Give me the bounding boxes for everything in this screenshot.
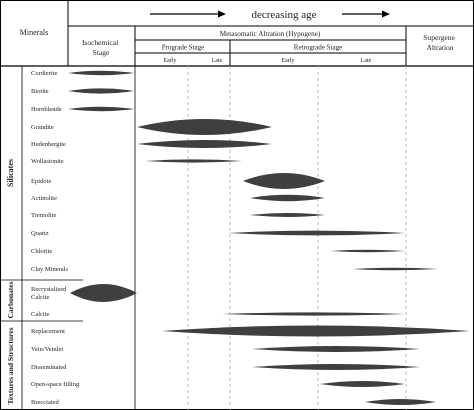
range-bar <box>145 159 242 163</box>
range-bar <box>320 381 405 387</box>
age-arrow-left-head <box>218 10 226 18</box>
range-bar <box>352 267 438 271</box>
row-label: Tremolite <box>31 212 57 219</box>
range-bar <box>137 119 272 135</box>
retrograde-early: Early <box>282 58 295 64</box>
range-bar <box>137 140 272 148</box>
range-bar <box>68 88 134 94</box>
prograde-late: Late <box>212 58 223 64</box>
row-label: Hornblende <box>31 106 62 113</box>
row-label: Quartz <box>31 230 49 237</box>
row-label: Cordierite <box>31 70 57 77</box>
row-label: Recrystalized Calcite <box>31 286 67 301</box>
row-label: Disseminated <box>31 364 67 371</box>
row-label: Calcite <box>31 311 50 318</box>
supergene-header: Supergene Altration <box>423 33 456 52</box>
isochemical-header: Isochemical Stage <box>82 38 120 57</box>
range-bar <box>68 106 134 112</box>
group-silicates: Silicates <box>6 159 15 187</box>
row-label: Epidote <box>31 178 51 185</box>
group-carbonates: Carbonates <box>6 281 15 318</box>
age-arrow-right-head <box>382 10 390 18</box>
range-bar <box>250 194 325 202</box>
row-label: Clay Minerals <box>31 266 68 273</box>
retrograde-late: Late <box>361 58 372 64</box>
range-bar <box>330 249 405 253</box>
range-bar <box>222 312 405 316</box>
row-label: Grandite <box>31 124 54 131</box>
row-label: Open-space filling <box>31 381 80 388</box>
age-label: decreasing age <box>251 9 316 21</box>
row-label: Brecciated <box>31 399 60 406</box>
row-label: Actinolite <box>31 195 57 202</box>
prograde-header: Prograde Stage <box>162 44 205 52</box>
row-label: Chlorite <box>31 248 52 255</box>
range-bar <box>365 399 436 405</box>
mineral-rows: Cordierite Biotite Hornblende Grandite Heden… <box>31 70 470 406</box>
row-label: Replacement <box>31 328 65 335</box>
range-bar <box>70 284 137 302</box>
range-bar <box>252 364 420 370</box>
row-label: Wollastonite <box>31 158 64 165</box>
range-bar <box>243 173 325 189</box>
prograde-early: Early <box>164 58 177 64</box>
range-bar <box>228 230 405 236</box>
row-label: Vein/Veinlet <box>31 346 63 353</box>
range-bar <box>68 70 134 76</box>
range-bar <box>250 213 325 217</box>
minerals-header: Minerals <box>20 28 48 37</box>
range-bar <box>252 346 420 352</box>
retrograde-header: Retrograde Stage <box>294 44 342 52</box>
range-bar <box>162 325 470 337</box>
row-label: Biotite <box>31 88 49 95</box>
group-textures: Textures and Structures <box>6 327 15 404</box>
metasomatic-header: Metasomatic Altration (Hypogene) <box>220 30 321 38</box>
row-label: Hedenbergite <box>31 141 66 148</box>
